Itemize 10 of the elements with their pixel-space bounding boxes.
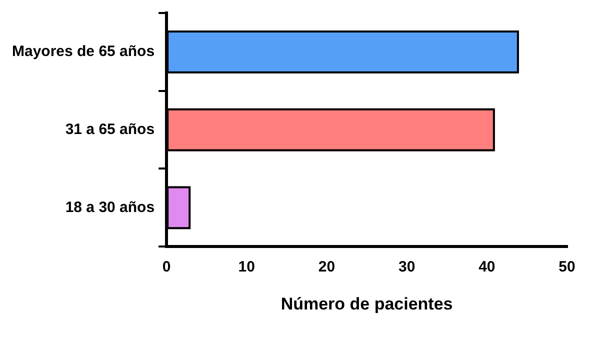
y-tick-label: Mayores de 65 años xyxy=(12,43,155,60)
x-axis-title: Número de pacientes xyxy=(280,294,453,314)
x-tick-label: 30 xyxy=(398,258,416,276)
x-tick-label: 40 xyxy=(478,258,496,276)
x-tick-label: 0 xyxy=(162,258,171,276)
x-tick-label: 50 xyxy=(558,258,576,276)
x-tick-label: 10 xyxy=(238,258,255,276)
y-tick-label: 31 a 65 años xyxy=(65,120,155,138)
y-tick-label: 18 a 30 años xyxy=(65,198,155,216)
x-tick-label: 20 xyxy=(318,258,336,276)
